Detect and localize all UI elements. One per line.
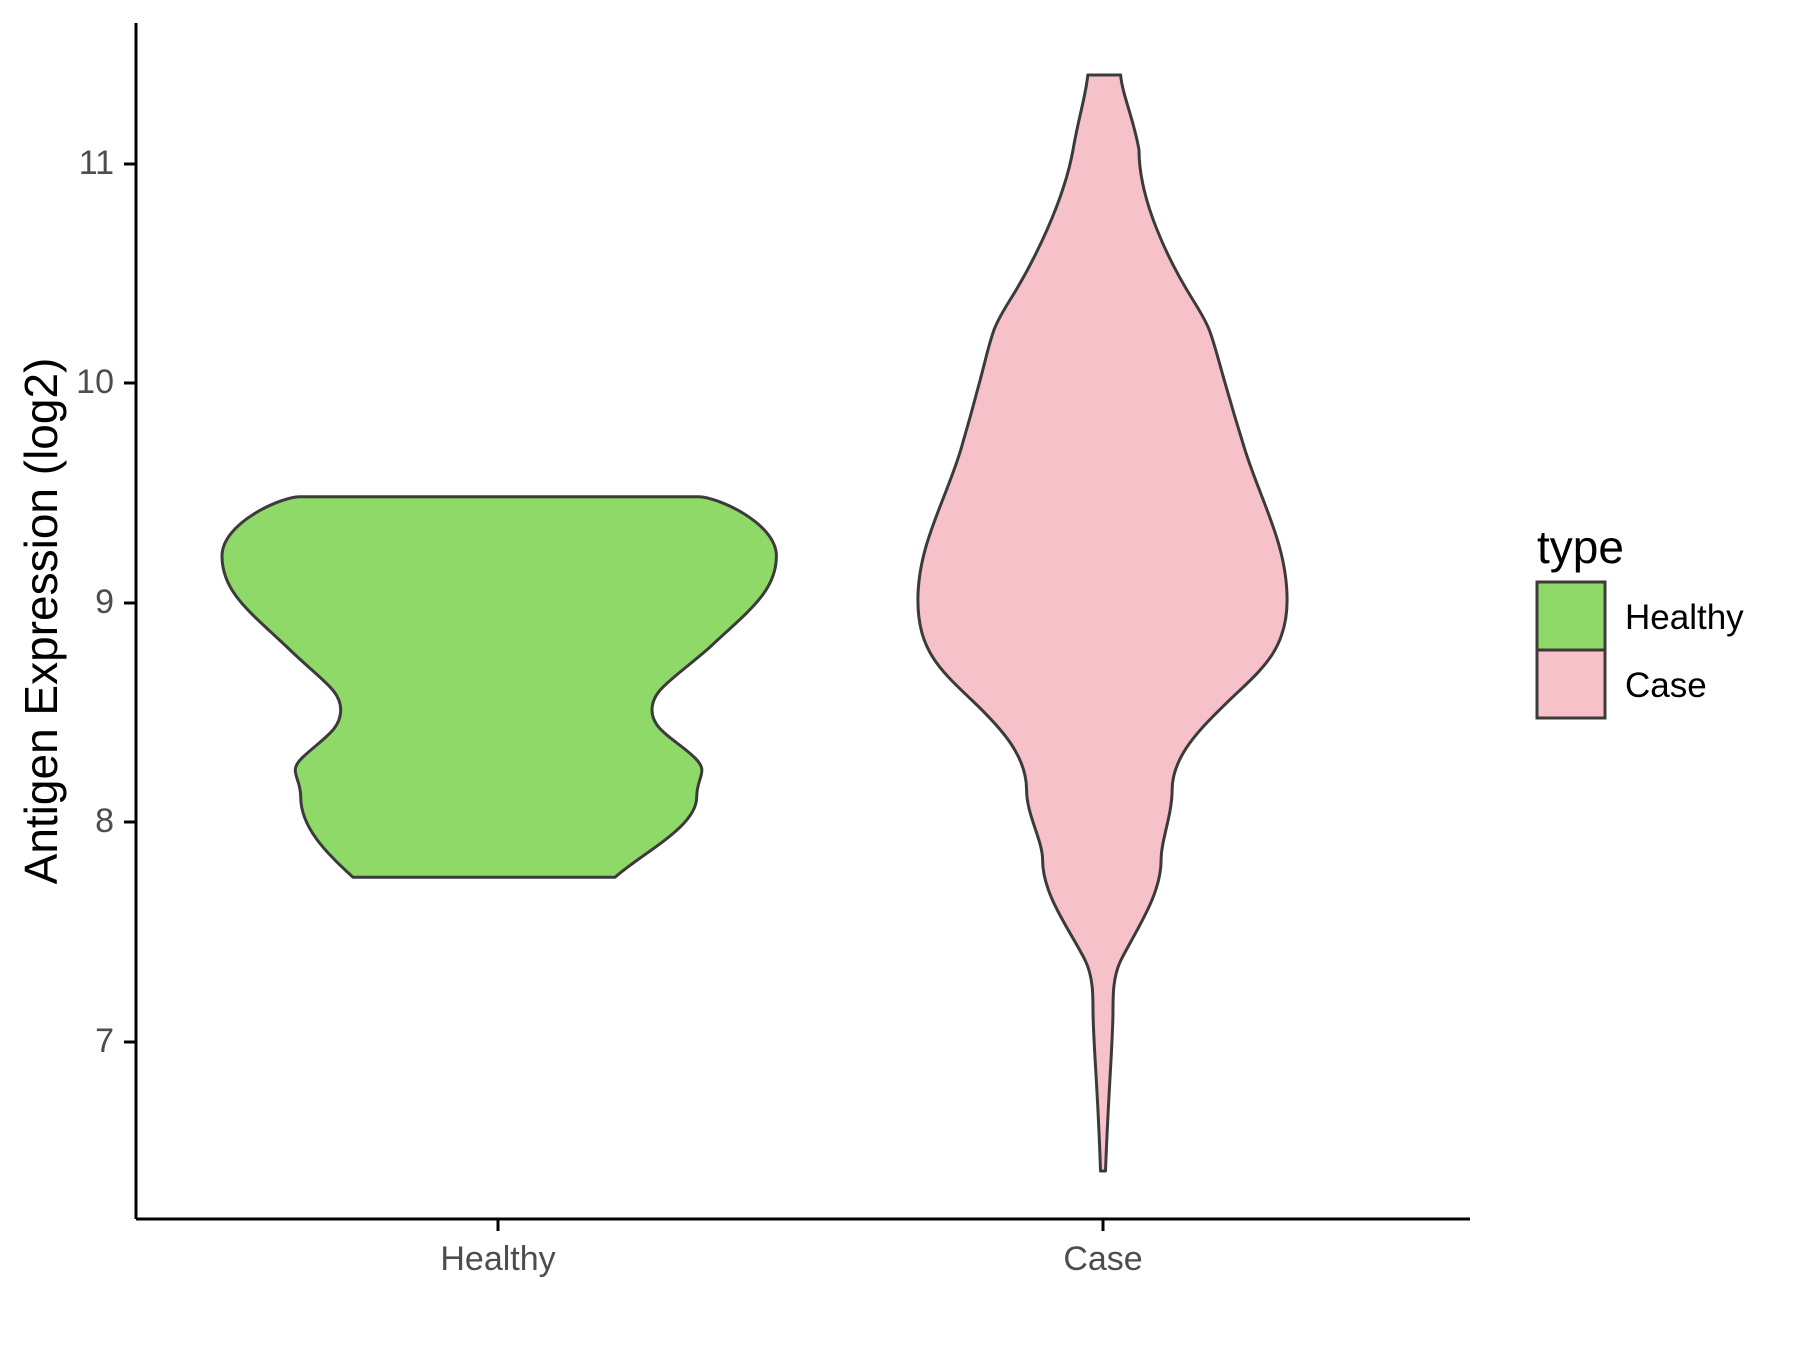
svg-text:8: 8	[95, 802, 114, 840]
svg-text:Antigen Expression (log2): Antigen Expression (log2)	[15, 358, 67, 885]
svg-text:11: 11	[79, 144, 114, 182]
svg-text:7: 7	[95, 1022, 114, 1060]
svg-text:Healthy: Healthy	[440, 1240, 555, 1278]
svg-text:Case: Case	[1063, 1240, 1142, 1278]
svg-text:Case: Case	[1625, 666, 1707, 705]
svg-text:9: 9	[95, 583, 114, 621]
svg-text:10: 10	[76, 363, 114, 401]
svg-text:Healthy: Healthy	[1625, 598, 1744, 637]
svg-text:type: type	[1537, 521, 1624, 573]
